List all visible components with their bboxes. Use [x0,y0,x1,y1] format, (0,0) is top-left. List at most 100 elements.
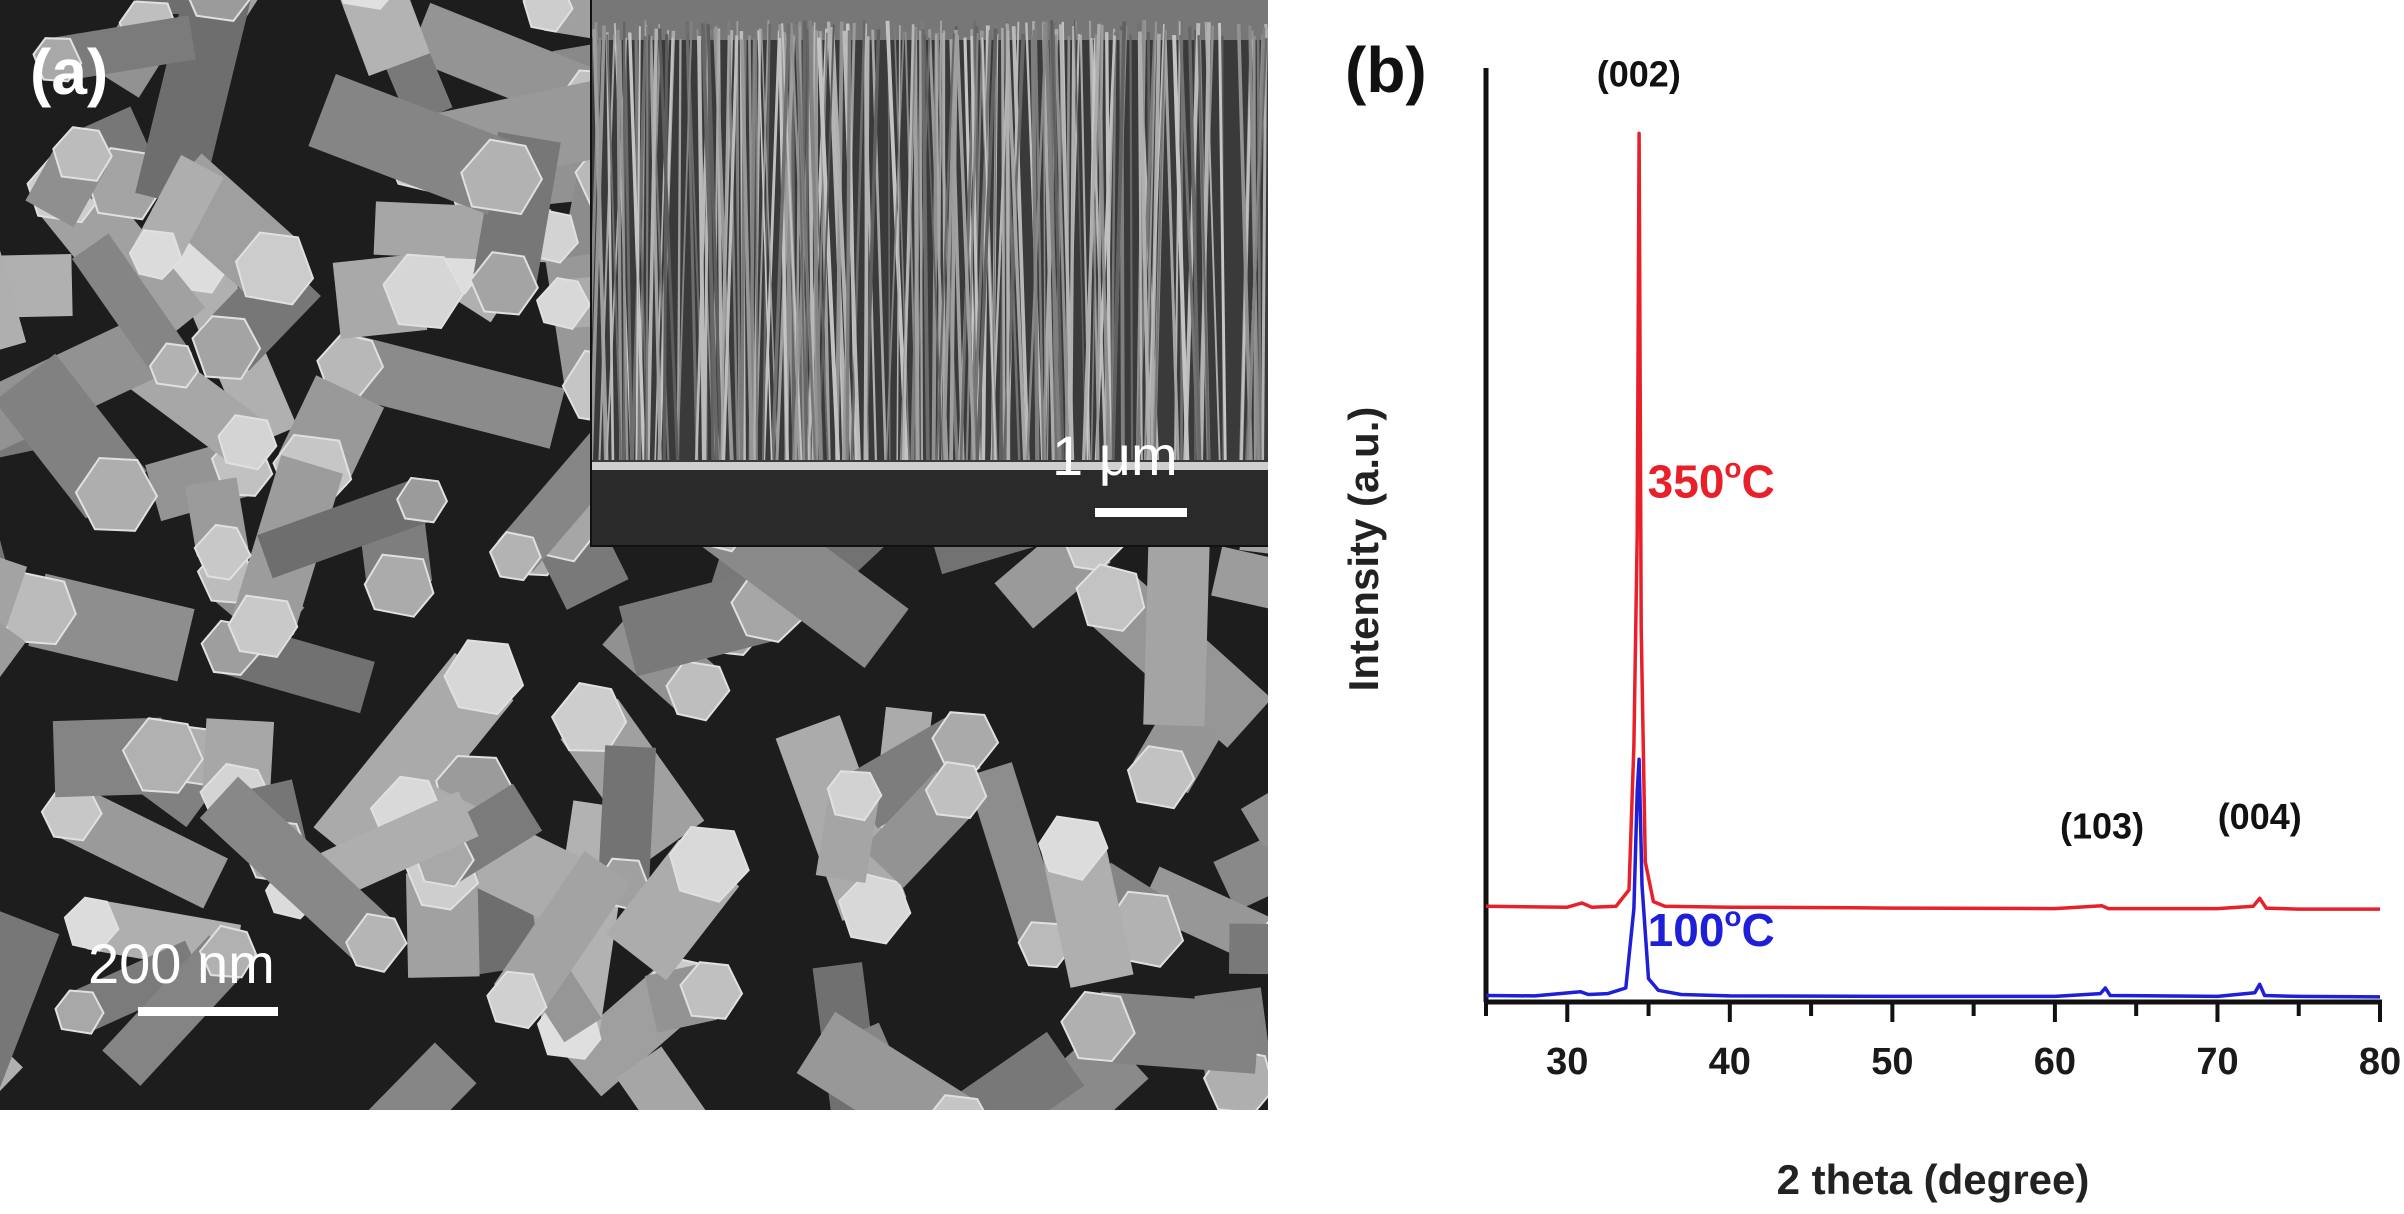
nanowire [1246,27,1266,461]
nanorod-tip [341,0,389,10]
nanorod-body [616,1046,706,1110]
nanowire [1110,21,1127,461]
nanorod-tip [826,770,883,822]
nanorod-body [1211,546,1268,609]
nanorod-tip [52,126,113,182]
nanowire [1026,21,1048,461]
nanowire [1153,25,1166,461]
nanowire [934,34,944,461]
nanowire [592,25,606,461]
nanowire [770,23,791,461]
inset-scale-text: 1 μm [1052,424,1178,487]
nanowire [808,22,816,461]
nanorod-tip [679,961,744,1020]
nanorod-tip [1126,745,1196,810]
nanorod-body [796,1011,977,1110]
nanorod-tip [32,37,83,83]
nanorod-tip [234,231,315,306]
x-axis-title: 2 theta (degree) [1777,1156,2090,1203]
substrate [592,470,1268,545]
nanorod-tip [0,571,77,646]
nanowire [1011,26,1030,461]
x-tick-label: 80 [2359,1041,2401,1083]
nanowire [676,39,682,461]
nanowire [1129,34,1134,461]
sem-micrograph: (a) 1 μm 200 nm [0,0,1268,1110]
nanorod-tip [345,912,408,973]
nanorod-body [0,250,27,350]
nanowire [1054,34,1070,461]
nanowire [913,27,920,461]
nanowire [778,37,789,461]
nanorod-tip [396,476,449,524]
nanorod-body [368,1042,477,1110]
nanowire [920,29,930,461]
nanowire [754,19,770,461]
nanowire [706,24,723,461]
nanowire [761,23,771,461]
nanorod-tip [217,414,278,471]
nanowire [896,25,901,461]
nanowire [606,34,622,461]
inset-scale-bar [1095,508,1187,517]
series-line-100 [1485,757,2381,999]
nanowire [676,21,693,461]
nanowire [649,35,662,461]
nanorod-tip [363,553,435,618]
nanowire [1094,34,1112,461]
nanorod-tip [665,660,731,722]
nanorod-tip [924,761,988,820]
xrd-chart: 30 40 50 60 70 80 350oC 100oC (002) (103) (004) 2… [1268,0,2404,1214]
nanorod-body [966,762,1068,952]
nanorod-tip [128,229,183,281]
nanorod-body [340,0,431,77]
nanowire [1058,24,1075,461]
nanorod-body [1008,1025,1149,1110]
nanowire [842,30,861,461]
nanorod-tip [1060,990,1136,1063]
nanorod-tip [535,277,592,331]
nanowire [965,33,979,461]
nanowire [795,21,816,461]
nanorod-body [0,911,60,1088]
nanowire [1050,20,1065,461]
nanowire [981,37,997,461]
nanowire [635,26,641,461]
main-scale-bar [138,1007,278,1016]
nanorod-tip [932,1094,985,1110]
nanorod-body [1213,836,1268,912]
nanowire [1236,23,1253,461]
nanorod-body [1228,923,1268,975]
nanowire [1137,38,1143,461]
axes: 30 40 50 60 70 80 [1483,68,2401,1083]
nanowire [697,36,706,461]
nanowire [1187,26,1202,461]
nanorod-tip [1075,563,1146,632]
nanowire [1034,22,1045,461]
nanowire [845,30,852,461]
x-tick-label: 60 [2034,1041,2076,1083]
nanowire [885,31,905,461]
main-scale-text: 200 nm [88,932,275,995]
nanorod-body [1240,792,1268,848]
nanowire [658,28,680,461]
series-label-350: 350oC [1648,453,1775,508]
nanowire [1105,32,1112,461]
panel-b-label: (b) [1345,34,1427,106]
nanowire [971,29,992,461]
series-line-350 [1485,131,2380,911]
nanowire [919,30,924,461]
nanorod-body [257,478,430,579]
nanowire [757,30,773,461]
nanowire [1172,35,1190,461]
nanowire [955,34,976,461]
nanowire [722,35,739,461]
nanowire [1256,36,1262,461]
nanorod-body [342,335,566,449]
substrate-edge [592,462,1268,470]
nanorod-body [53,15,196,82]
nanowire [1110,32,1117,461]
series-label-100: 100oC [1648,901,1775,956]
nanowire [970,35,981,461]
nanowire [949,29,958,461]
